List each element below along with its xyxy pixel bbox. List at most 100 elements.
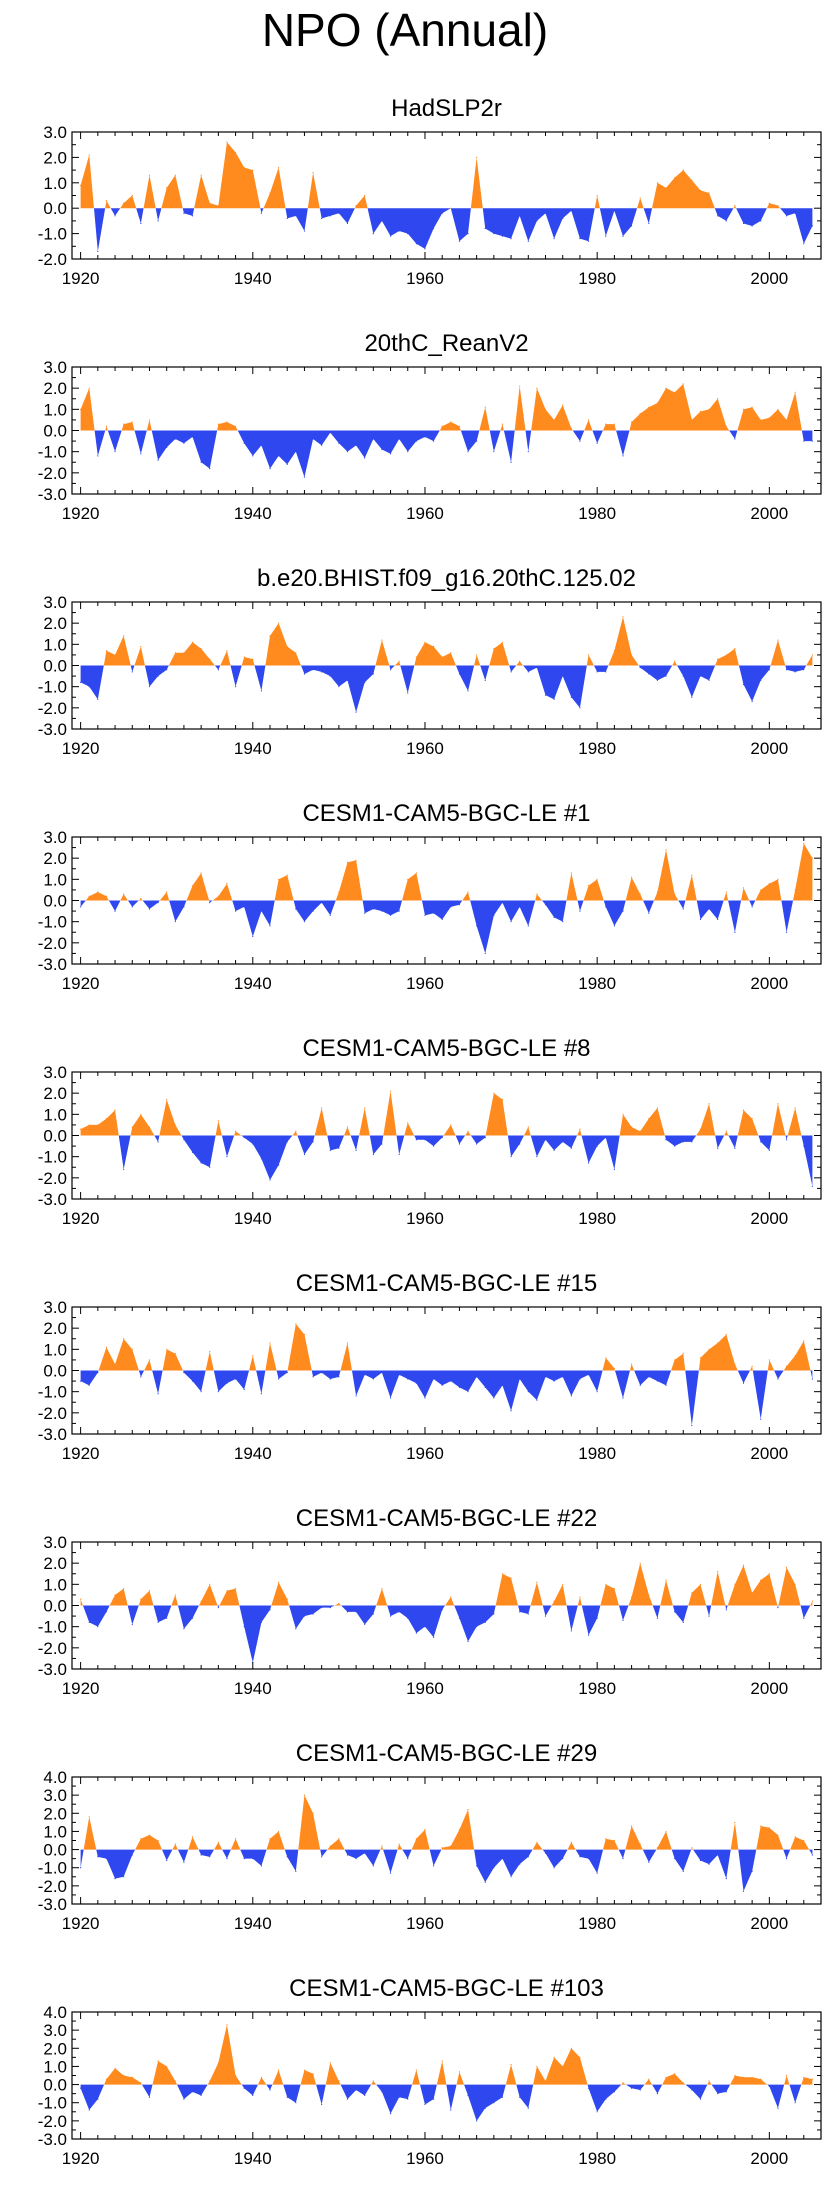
data-point: [501, 235, 504, 237]
data-point: [140, 2082, 142, 2084]
data-point: [613, 1168, 615, 1170]
data-point: [458, 673, 461, 675]
data-point: [751, 225, 753, 227]
data-point: [742, 222, 745, 225]
data-point: [157, 1393, 159, 1395]
data-point: [656, 2093, 659, 2095]
data-point: [80, 1128, 82, 1130]
data-point: [665, 1830, 667, 1833]
data-point: [570, 1841, 572, 1843]
data-point: [510, 1577, 512, 1579]
data-point: [450, 652, 452, 654]
x-tick-label: 1940: [234, 739, 272, 758]
data-point: [441, 1609, 443, 1611]
data-point: [217, 895, 219, 897]
data-point: [699, 189, 702, 192]
data-point: [811, 1185, 813, 1187]
data-point: [312, 1613, 314, 1615]
data-point: [407, 1858, 409, 1860]
data-point: [717, 658, 719, 660]
data-point: [131, 421, 133, 423]
data-point: [562, 404, 564, 406]
data-point: [570, 872, 572, 874]
data-point: [303, 230, 306, 232]
negative-area: [94, 430, 813, 478]
data-point: [329, 2062, 331, 2064]
data-point: [157, 675, 159, 677]
data-point: [613, 1839, 615, 1842]
data-point: [355, 205, 357, 207]
data-point: [476, 925, 478, 927]
data-point: [639, 893, 641, 895]
data-point: [803, 1340, 805, 1342]
data-point: [381, 639, 383, 641]
x-tick-label: 1960: [406, 1444, 444, 1463]
y-tick-label: -3.0: [38, 485, 67, 504]
negative-area: [80, 2084, 802, 2121]
data-point: [183, 442, 185, 444]
data-point: [458, 1386, 461, 1389]
data-point: [674, 893, 676, 895]
data-point: [493, 914, 495, 916]
data-point: [579, 440, 581, 442]
data-point: [140, 1838, 142, 1840]
data-point: [458, 1829, 461, 1831]
y-tick-label: -3.0: [38, 2130, 67, 2149]
data-point: [278, 622, 280, 624]
data-point: [476, 1626, 478, 1628]
data-point: [415, 1382, 417, 1384]
data-point: [372, 1865, 374, 1867]
data-point: [562, 2065, 564, 2068]
data-point: [432, 1865, 435, 1867]
data-point: [742, 1564, 745, 1566]
y-tick-label: -2.0: [38, 934, 67, 953]
data-point: [622, 455, 624, 457]
data-point: [200, 1854, 202, 1856]
data-point: [691, 419, 693, 421]
data-point: [803, 1617, 805, 1619]
data-point: [191, 1380, 194, 1382]
x-tick-label: 2000: [750, 1914, 788, 1933]
data-point: [699, 1859, 702, 1862]
data-point: [407, 878, 409, 880]
y-tick-label: -2.0: [38, 2112, 67, 2131]
data-point: [355, 444, 357, 446]
data-point: [269, 635, 271, 637]
data-point: [794, 1107, 796, 1109]
data-point: [665, 2076, 667, 2078]
data-point: [432, 2098, 435, 2100]
data-point: [493, 647, 495, 650]
data-point: [501, 902, 504, 904]
data-point: [424, 2103, 426, 2106]
data-point: [760, 419, 762, 421]
data-point: [441, 1847, 443, 1849]
x-tick-label: 1940: [234, 504, 272, 523]
data-point: [476, 440, 478, 442]
data-point: [450, 207, 452, 209]
y-tick-label: 0.0: [43, 892, 67, 911]
data-point: [381, 1372, 383, 1374]
data-point: [303, 1153, 306, 1156]
data-point: [295, 1628, 297, 1630]
data-point: [321, 1856, 323, 1858]
data-point: [424, 436, 426, 438]
data-point: [760, 1141, 762, 1143]
data-point: [148, 174, 151, 176]
data-point: [484, 1137, 486, 1139]
data-point: [269, 2089, 271, 2091]
data-point: [622, 235, 624, 237]
data-point: [742, 408, 745, 410]
data-point: [166, 1098, 168, 1101]
data-point: [217, 1607, 219, 1609]
data-point: [665, 1384, 667, 1386]
data-point: [295, 1323, 297, 1325]
data-point: [312, 1376, 314, 1378]
data-point: [674, 2073, 676, 2075]
data-point: [691, 1847, 693, 1849]
data-point: [613, 1587, 615, 1590]
data-point: [510, 461, 512, 463]
data-point: [355, 711, 357, 713]
data-point: [303, 2069, 306, 2071]
data-point: [579, 1856, 581, 1858]
data-point: [432, 227, 435, 230]
